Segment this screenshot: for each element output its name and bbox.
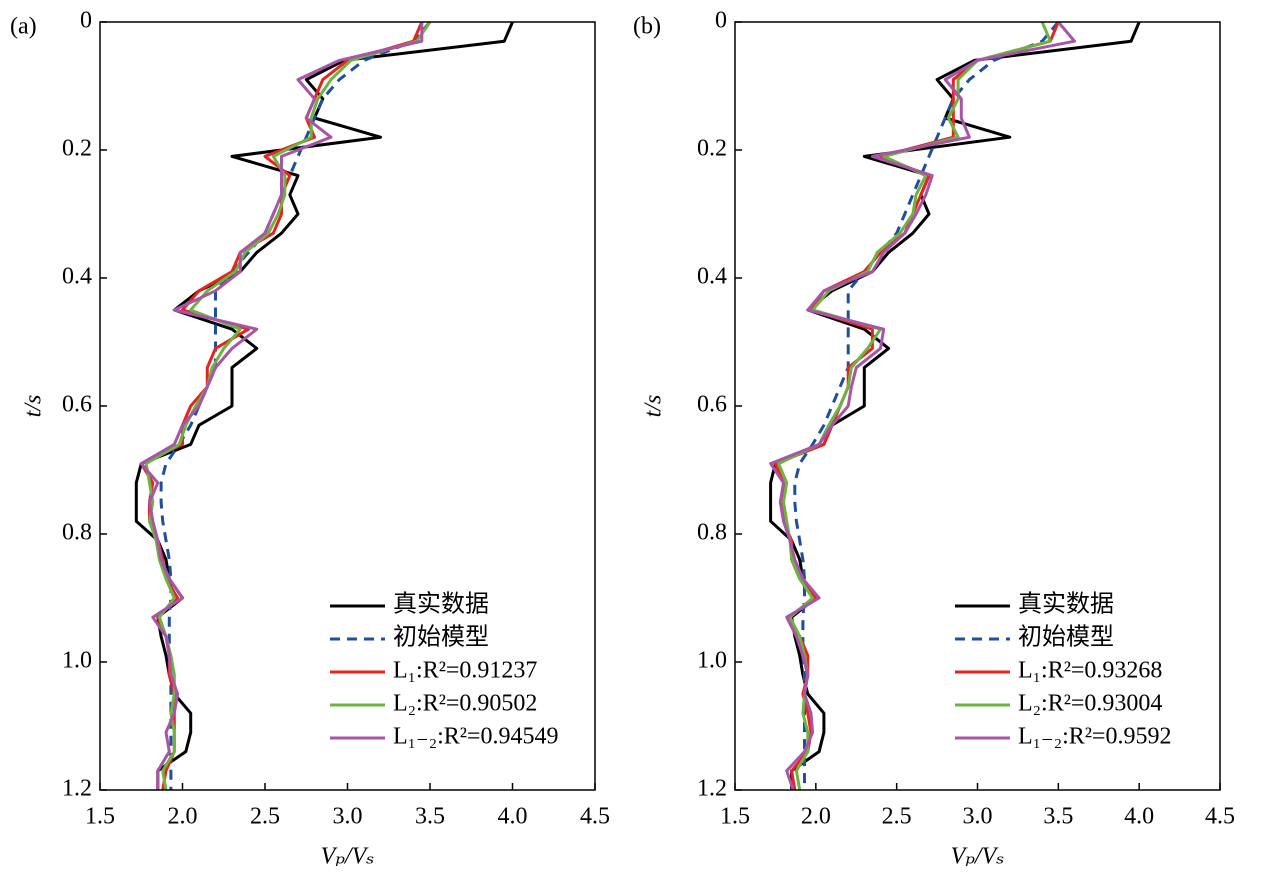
panel-label: (b) — [633, 14, 661, 40]
legend-label: L₁₋₂:R²=0.9592 — [1018, 724, 1171, 750]
y-tick-label: 0.6 — [62, 392, 92, 418]
legend-label: 初始模型 — [1018, 624, 1114, 651]
x-tick-label: 3.5 — [1043, 804, 1073, 830]
plot-frame — [734, 21, 1221, 791]
x-tick-label: 2.5 — [250, 804, 280, 830]
x-tick-label: 4.5 — [1205, 804, 1235, 830]
legend-label: L₁:R²=0.91237 — [393, 658, 537, 684]
y-tick-label: 0 — [715, 8, 727, 34]
x-tick-label: 1.5 — [85, 804, 115, 830]
series-line — [139, 22, 424, 790]
x-tick-label: 2.0 — [168, 804, 198, 830]
y-tick-label: 0.8 — [62, 520, 92, 546]
y-tick-label: 0 — [80, 8, 92, 34]
legend-label: L₁:R²=0.93268 — [1018, 658, 1162, 684]
series-line — [144, 21, 432, 791]
y-tick-label: 1.0 — [62, 648, 92, 674]
y-axis-label: t/s — [21, 395, 47, 418]
legend-label: 真实数据 — [1018, 591, 1114, 618]
x-tick-label: 3.0 — [333, 804, 363, 830]
legend-label: 真实数据 — [393, 591, 489, 618]
y-tick-label: 0.6 — [697, 392, 727, 418]
x-axis-label: Vₚ/Vₛ — [951, 844, 1005, 870]
x-tick-label: 1.5 — [720, 804, 750, 830]
y-axis-label: t/s — [641, 395, 667, 418]
legend-label: L₂:R²=0.90502 — [393, 691, 537, 717]
legend-label: L₂:R²=0.93004 — [1018, 691, 1162, 717]
y-tick-label: 1.0 — [697, 648, 727, 674]
x-tick-label: 4.0 — [498, 804, 528, 830]
y-tick-label: 0.2 — [62, 136, 92, 162]
y-tick-label: 0.2 — [697, 136, 727, 162]
x-tick-label: 2.5 — [882, 804, 912, 830]
legend-label: 初始模型 — [393, 624, 489, 651]
y-tick-label: 0.4 — [62, 264, 92, 290]
x-tick-label: 4.5 — [580, 804, 610, 830]
y-tick-label: 0.4 — [697, 264, 727, 290]
x-tick-label: 3.5 — [415, 804, 445, 830]
plot-frame — [99, 21, 596, 791]
y-tick-label: 1.2 — [697, 776, 727, 802]
legend-label: L₁₋₂:R²=0.94549 — [393, 724, 558, 750]
series-line — [773, 21, 1060, 791]
x-tick-label: 4.0 — [1124, 804, 1154, 830]
y-tick-label: 1.2 — [62, 776, 92, 802]
x-tick-label: 3.0 — [963, 804, 993, 830]
panel-label: (a) — [10, 14, 37, 40]
series-line — [159, 21, 432, 790]
x-tick-label: 2.0 — [801, 804, 831, 830]
x-axis-label: Vₚ/Vₛ — [321, 844, 375, 870]
y-tick-label: 0.8 — [697, 520, 727, 546]
series-line — [769, 21, 1076, 791]
